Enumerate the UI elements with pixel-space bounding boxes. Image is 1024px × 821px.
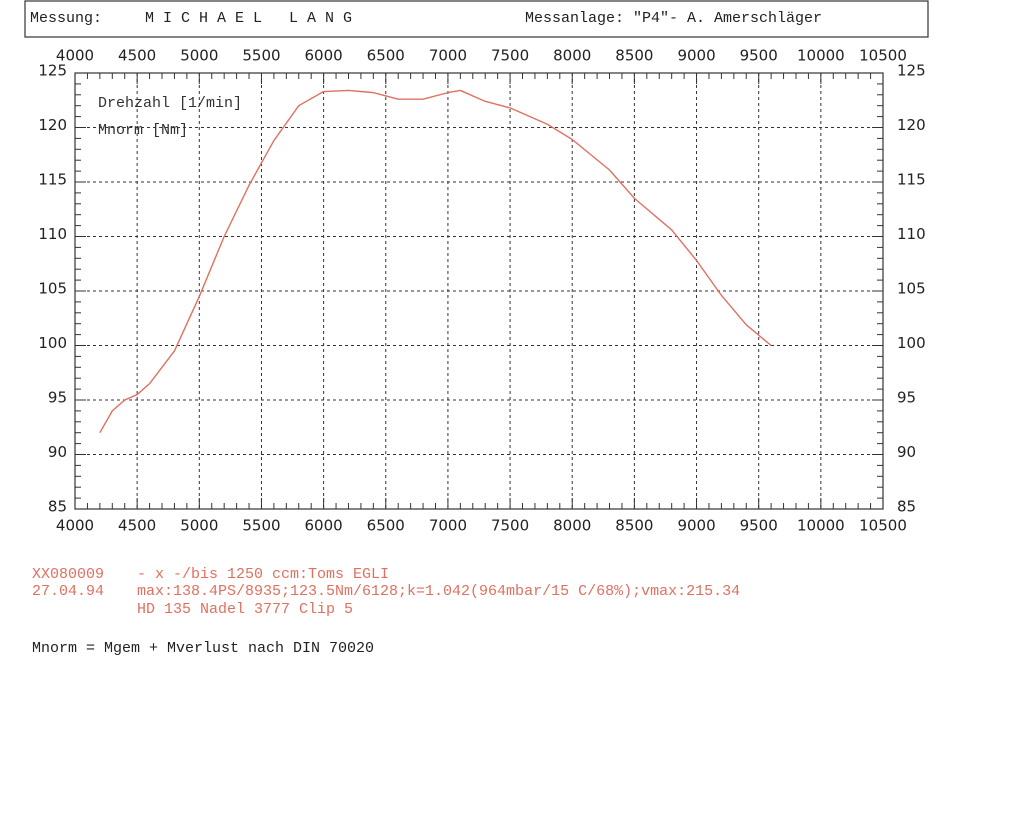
- x-axis-label: Drehzahl [1/min]: [98, 95, 242, 112]
- x-tick-label: 10500: [859, 47, 907, 65]
- x-tick-label: 5000: [180, 47, 218, 65]
- x-tick-label: 5000: [180, 517, 218, 535]
- y-tick-label: 90: [897, 443, 916, 461]
- x-tick-label: 8000: [553, 517, 591, 535]
- x-tick-label: 10500: [859, 517, 907, 535]
- y-tick-label: 85: [48, 498, 67, 516]
- x-tick-label: 4500: [118, 517, 156, 535]
- torque-line: [99, 89, 772, 434]
- x-tick-label: 8500: [615, 517, 653, 535]
- header-box: [24, 0, 929, 38]
- x-tick-label: 8500: [615, 47, 653, 65]
- header-right: Messanlage: "P4"- A. Amerschläger: [525, 10, 822, 27]
- x-tick-label: 7000: [429, 517, 467, 535]
- note-summary: max:138.4PS/8935;123.5Nm/6128;k=1.042(96…: [137, 583, 740, 600]
- header-name: M I C H A E L L A N G: [145, 10, 352, 27]
- x-tick-label: 4500: [118, 47, 156, 65]
- note-description: - x -/bis 1250 ccm:Toms EGLI: [137, 566, 389, 583]
- x-tick-label: 6000: [305, 517, 343, 535]
- note-setup: HD 135 Nadel 3777 Clip 5: [137, 601, 353, 618]
- plot-frame: [74, 72, 884, 510]
- y-tick-label: 105: [38, 280, 67, 298]
- y-tick-label: 85: [897, 498, 916, 516]
- x-tick-label: 4000: [56, 47, 94, 65]
- x-tick-label: 6500: [367, 517, 405, 535]
- y-tick-label: 95: [48, 389, 67, 407]
- x-tick-label: 5500: [242, 517, 280, 535]
- x-tick-label: 7000: [429, 47, 467, 65]
- x-tick-label: 9000: [677, 517, 715, 535]
- y-tick-label: 115: [38, 171, 67, 189]
- header-label: Messung:: [30, 10, 102, 27]
- note-date: 27.04.94: [32, 583, 104, 600]
- x-tick-label: 9500: [740, 517, 778, 535]
- y-tick-label: 105: [897, 280, 926, 298]
- x-tick-label: 10000: [797, 517, 845, 535]
- y-tick-label: 95: [897, 389, 916, 407]
- x-tick-label: 7500: [491, 47, 529, 65]
- x-tick-label: 8000: [553, 47, 591, 65]
- y-tick-label: 125: [38, 62, 67, 80]
- x-tick-label: 6000: [305, 47, 343, 65]
- y-tick-label: 115: [897, 171, 926, 189]
- note-formula: Mnorm = Mgem + Mverlust nach DIN 70020: [32, 640, 374, 657]
- x-tick-label: 6500: [367, 47, 405, 65]
- x-tick-label: 9000: [677, 47, 715, 65]
- x-tick-label: 9500: [740, 47, 778, 65]
- y-tick-label: 90: [48, 443, 67, 461]
- x-tick-label: 5500: [242, 47, 280, 65]
- y-tick-label: 120: [38, 116, 67, 134]
- note-id: XX080009: [32, 566, 104, 583]
- x-tick-label: 7500: [491, 517, 529, 535]
- y-tick-label: 110: [897, 225, 926, 243]
- x-tick-label: 4000: [56, 517, 94, 535]
- y-tick-label: 100: [38, 334, 67, 352]
- x-tick-label: 10000: [797, 47, 845, 65]
- y-tick-label: 110: [38, 225, 67, 243]
- y-tick-label: 120: [897, 116, 926, 134]
- y-axis-label: Mnorm [Nm]: [98, 122, 188, 139]
- y-tick-label: 100: [897, 334, 926, 352]
- y-tick-label: 125: [897, 62, 926, 80]
